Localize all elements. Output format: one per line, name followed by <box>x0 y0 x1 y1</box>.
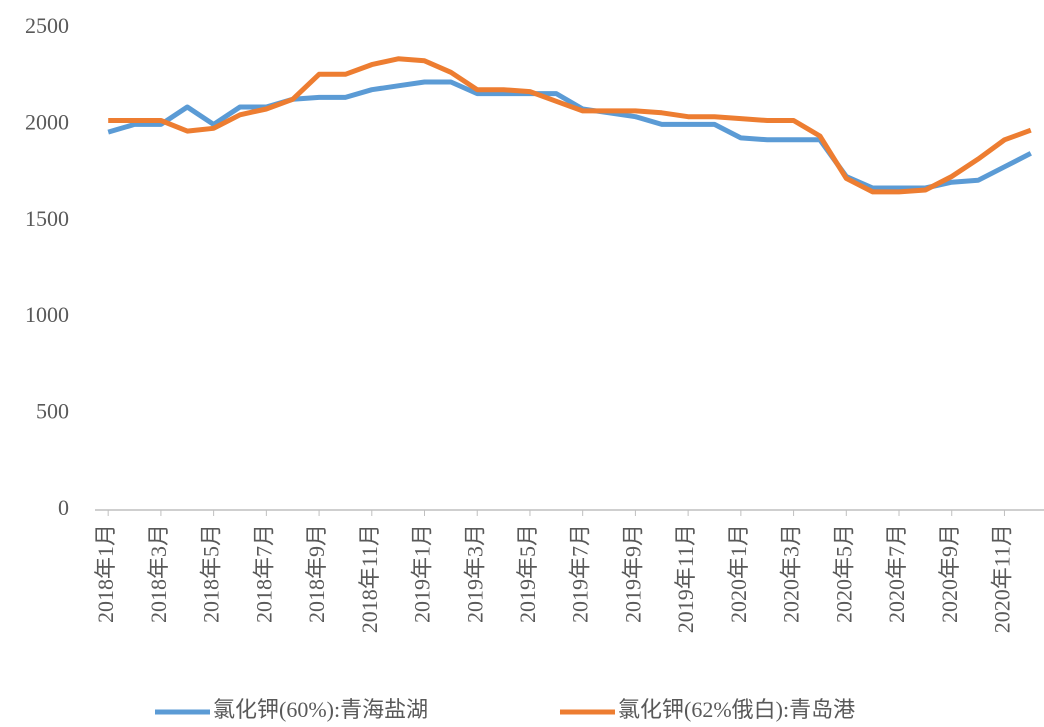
x-tick-label: 2018年11月 <box>357 524 382 633</box>
x-tick-label: 2020年3月 <box>779 524 804 623</box>
y-tick-label: 2000 <box>25 109 69 134</box>
x-tick-label: 2019年11月 <box>673 524 698 633</box>
legend-label: 氯化钾(60%):青海盐湖 <box>213 697 428 722</box>
x-tick-label: 2018年1月 <box>93 524 118 623</box>
x-tick-label: 2019年5月 <box>515 524 540 623</box>
series-line <box>108 56 1032 195</box>
x-tick-label: 2018年3月 <box>146 524 171 623</box>
x-tick-label: 2019年3月 <box>462 524 487 623</box>
x-tick-label: 2020年1月 <box>726 524 751 623</box>
x-tick-label: 2018年5月 <box>199 524 224 623</box>
x-tick-label: 2020年7月 <box>884 524 909 623</box>
y-tick-label: 500 <box>36 399 69 424</box>
x-tick-label: 2020年9月 <box>937 524 962 623</box>
x-tick-label: 2019年7月 <box>568 524 593 623</box>
x-tick-label: 2020年11月 <box>990 524 1015 633</box>
legend-label: 氯化钾(62%俄白):青岛港 <box>618 697 855 722</box>
x-tick-label: 2019年1月 <box>410 524 435 623</box>
y-tick-label: 1000 <box>25 302 69 327</box>
x-tick-label: 2019年9月 <box>620 524 645 623</box>
x-tick-label: 2020年5月 <box>831 524 856 623</box>
x-tick-label: 2018年7月 <box>251 524 276 623</box>
series-line <box>107 79 1032 191</box>
y-tick-label: 2500 <box>25 13 69 38</box>
y-tick-label: 0 <box>58 495 69 520</box>
y-tick-label: 1500 <box>25 206 69 231</box>
x-tick-label: 2018年9月 <box>304 524 329 623</box>
